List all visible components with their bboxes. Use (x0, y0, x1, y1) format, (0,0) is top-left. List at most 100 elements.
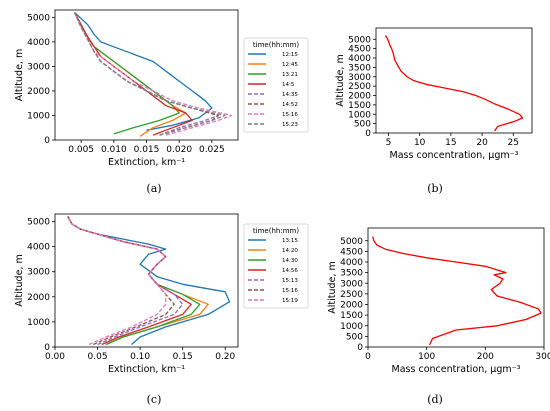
chart-a-legend-label-4: 14:35 (282, 92, 298, 98)
chart-d-ytick-label-2: 1000 (340, 322, 363, 332)
chart-d-ytick-label-5: 2500 (340, 290, 363, 300)
chart-c-legend-title: time(hh:mm) (253, 227, 299, 235)
chart-a-series-4-line (74, 12, 220, 136)
chart-b-ytick-label-7: 3500 (348, 63, 371, 73)
chart-a-xtick-label-4: 0.025 (199, 145, 225, 155)
chart-c-legend-label-4: 15:13 (282, 278, 298, 284)
chart-b-xtick-label-2: 15 (445, 138, 456, 148)
chart-b-xlabel: Mass concentration, μgm⁻³ (390, 150, 519, 161)
chart-a-legend-label-0: 12:15 (282, 52, 298, 58)
chart-a-series-7-line (74, 12, 226, 136)
chart-a-ytick-label-1: 1000 (27, 111, 50, 121)
chart-d-xlabel: Mass concentration, μgm⁻³ (392, 364, 521, 375)
chart-c-legend-label-3: 14:56 (282, 268, 298, 274)
chart-a-series-5-line (74, 12, 220, 136)
chart-a-ytick-label-3: 3000 (27, 62, 50, 72)
chart-d-ytick-label-6: 3000 (340, 279, 363, 289)
chart-c-ytick-label-3: 3000 (27, 268, 50, 278)
chart-c-series-0-line (67, 216, 231, 345)
chart-d-ytick-label-8: 4000 (340, 258, 363, 268)
chart-d-ytick-label-9: 4500 (340, 247, 363, 257)
chart-b-ytick-label-4: 2000 (348, 92, 371, 102)
chart-a-ytick-label-4: 4000 (27, 38, 50, 48)
chart-c-xtick-label-3: 0.15 (173, 352, 193, 362)
chart-c-legend-label-2: 14:30 (282, 258, 298, 264)
chart-a-legend-label-1: 12:45 (282, 62, 298, 68)
chart-a-legend-label-3: 14:5 (282, 82, 295, 88)
chart-c-xlabel: Extinction, km⁻¹ (108, 364, 185, 375)
chart-d-ytick-label-3: 1500 (340, 311, 363, 321)
chart-c-legend-box (243, 223, 309, 309)
chart-c-ytick-label-0: 0 (44, 343, 50, 353)
chart-a-xtick-label-1: 0.010 (101, 145, 127, 155)
chart-a-legend-box (243, 37, 309, 133)
chart-c-ytick-label-5: 5000 (27, 218, 50, 228)
chart-b-ylabel: Altitude, m (335, 54, 346, 106)
chart-c-xtick-label-1: 0.05 (88, 352, 108, 362)
chart-d-ytick-label-1: 500 (346, 332, 363, 342)
chart-d-xtick-label-0: 0 (365, 352, 371, 362)
chart-d-series-0-line (372, 236, 542, 346)
chart-c-legend-label-0: 13:15 (282, 238, 298, 244)
chart-b-caption: (b) (427, 182, 443, 195)
chart-b-xtick-label-1: 10 (414, 138, 426, 148)
chart-a-xtick-label-2: 0.015 (134, 145, 160, 155)
chart-b-ytick-label-10: 5000 (348, 35, 371, 45)
chart-c-legend-label-6: 15:19 (282, 298, 298, 304)
chart-a-legend-label-5: 14:52 (282, 102, 298, 108)
chart-c-legend-label-1: 14:20 (282, 248, 298, 254)
chart-c-ylabel: Altitude, m (14, 254, 25, 306)
chart-a-ylabel: Altitude, m (14, 49, 25, 101)
chart-c-frame (54, 213, 239, 348)
chart-a-ytick-label-5: 5000 (27, 13, 50, 23)
chart-b-ytick-label-2: 1000 (348, 110, 371, 120)
chart-c-ytick-label-1: 1000 (27, 318, 50, 328)
chart-a-series-6-line (74, 12, 233, 136)
chart-c-xtick-label-0: 0.00 (45, 352, 65, 362)
chart-c-legend-label-5: 15:16 (282, 288, 298, 294)
chart-d-ylabel: Altitude, m (327, 261, 338, 313)
chart-b-xtick-label-0: 5 (386, 138, 392, 148)
chart-c-series-6-line (67, 216, 167, 346)
chart-c-ytick-label-4: 4000 (27, 243, 50, 253)
chart-a-legend-label-7: 15:23 (282, 122, 298, 128)
chart-b-ytick-label-3: 1500 (348, 101, 371, 111)
chart-a-series-2-line (74, 12, 180, 135)
chart-b-frame (375, 27, 533, 134)
chart-d-ytick-label-4: 2000 (340, 301, 363, 311)
chart-a-xlabel: Extinction, km⁻¹ (108, 157, 185, 168)
chart-c-xtick-label-4: 0.20 (215, 352, 235, 362)
chart-b-ytick-label-1: 500 (354, 120, 371, 130)
chart-c-series-5-line (67, 216, 175, 346)
chart-a-legend-title: time(hh:mm) (253, 41, 299, 49)
chart-b-ytick-label-9: 4500 (348, 45, 371, 55)
chart-d-ytick-label-0: 0 (357, 343, 363, 353)
chart-b-ytick-label-0: 0 (365, 129, 371, 139)
chart-d-xtick-label-1: 100 (418, 352, 435, 362)
chart-c-xtick-label-2: 0.10 (130, 352, 150, 362)
chart-c-caption: (c) (147, 393, 162, 406)
chart-b-ytick-label-6: 3000 (348, 73, 371, 83)
chart-d-ytick-label-10: 5000 (340, 237, 363, 247)
chart-c-ytick-label-2: 2000 (27, 293, 50, 303)
chart-b-xtick-label-4: 25 (508, 138, 519, 148)
chart-a-caption: (a) (146, 182, 161, 195)
chart-a-ytick-label-2: 2000 (27, 87, 50, 97)
chart-c-series-1-line (67, 216, 209, 346)
chart-d-xtick-label-3: 300 (535, 352, 550, 362)
chart-b-ytick-label-8: 4000 (348, 54, 371, 64)
chart-a-series-0-line (74, 12, 213, 131)
chart-d-ytick-label-7: 3500 (340, 269, 363, 279)
chart-d-xtick-label-2: 200 (477, 352, 494, 362)
chart-d-frame (367, 227, 545, 348)
chart-d-caption: (d) (427, 393, 443, 406)
chart-a-ytick-label-0: 0 (44, 136, 50, 146)
chart-a-xtick-label-0: 0.005 (68, 145, 94, 155)
chart-b-ytick-label-5: 2500 (348, 82, 371, 92)
chart-a-xtick-label-3: 0.020 (166, 145, 192, 155)
chart-c-series-4-line (67, 216, 184, 346)
chart-b-series-0-line (384, 35, 524, 132)
chart-a-legend-label-6: 15:16 (282, 112, 298, 118)
chart-a-legend-label-2: 13:21 (282, 72, 298, 78)
